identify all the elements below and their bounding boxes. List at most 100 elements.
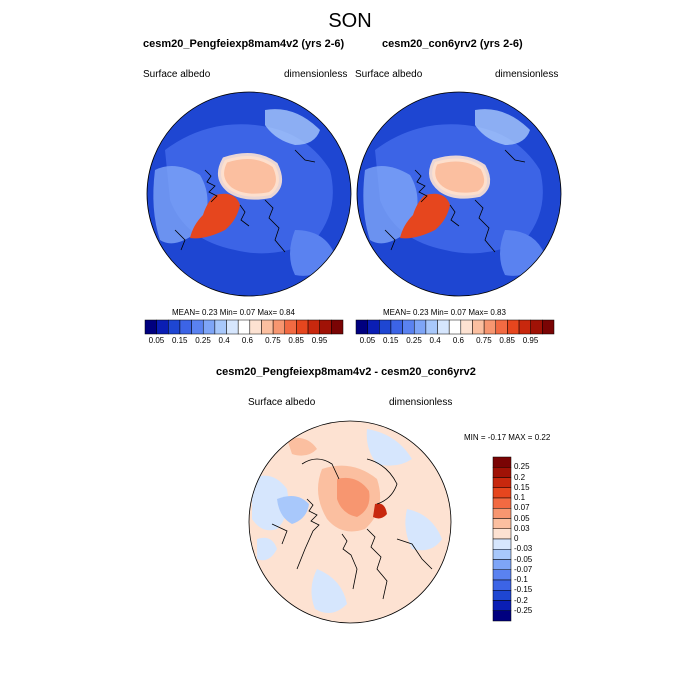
- colorbar-swatch: [492, 590, 512, 601]
- colorbar-swatch: [319, 319, 332, 335]
- colorbar-swatch: [448, 319, 462, 335]
- colorbar-tick-label: -0.2: [514, 595, 528, 605]
- panel1-left-label: Surface albedo: [143, 69, 211, 80]
- colorbar-tick-label: 0.03: [514, 523, 530, 533]
- colorbar-tick-label: 0.2: [514, 472, 526, 482]
- panel2-land-light: [363, 166, 418, 244]
- colorbar-swatch: [492, 569, 512, 581]
- colorbar-swatch: [492, 600, 512, 611]
- colorbar-swatch: [492, 508, 512, 519]
- colorbar-swatch: [492, 477, 512, 488]
- colorbar-swatch: [542, 319, 555, 335]
- colorbar-swatch: [507, 319, 520, 335]
- colorbar-tick-label: 0.75: [476, 336, 492, 345]
- colorbar-tick-label: 0.05: [514, 513, 530, 523]
- panel2-land-light-2: [475, 109, 530, 145]
- panel2-right-label: dimensionless: [495, 69, 559, 80]
- colorbar-swatch: [492, 528, 512, 540]
- colorbar-swatch: [518, 319, 531, 335]
- panel1-right-label: dimensionless: [284, 69, 348, 80]
- colorbar-tick-label: 0: [514, 534, 519, 543]
- colorbar-swatch: [402, 319, 415, 335]
- colorbar-swatch: [272, 319, 286, 335]
- colorbar-swatch: [307, 319, 320, 335]
- colorbar-tick-label: 0.6: [452, 336, 464, 345]
- colorbar-swatch: [249, 319, 262, 335]
- panel2-stats: MEAN= 0.23 Min= 0.07 Max= 0.83: [383, 308, 506, 317]
- colorbar-swatch: [492, 467, 512, 478]
- colorbar-swatch: [168, 319, 181, 335]
- colorbar-tick-label: 0.07: [514, 503, 530, 513]
- panel1-colorbar: [144, 319, 344, 335]
- panel1-stats: MEAN= 0.23 Min= 0.07 Max= 0.84: [172, 308, 295, 317]
- colorbar-swatch: [226, 319, 239, 335]
- panel2-sea-ice-edge: [429, 155, 491, 199]
- panel3-stats: MIN = -0.17 MAX = 0.22: [464, 433, 551, 442]
- colorbar-swatch: [492, 538, 512, 550]
- panel1-greenland: [190, 193, 240, 239]
- colorbar-tick-label: 0.25: [514, 462, 530, 472]
- colorbar-tick-label: 0.75: [265, 336, 281, 345]
- colorbar-swatch: [296, 319, 309, 335]
- panel3-neg-region-1: [252, 475, 289, 531]
- colorbar-swatch: [492, 559, 512, 570]
- colorbar-swatch: [472, 319, 485, 335]
- panel3-colorbar: [492, 456, 512, 622]
- panel3-pos-region-2: [337, 477, 370, 517]
- colorbar-swatch: [483, 319, 497, 335]
- colorbar-tick-label: 0.85: [288, 336, 304, 345]
- panel3-neg-region-4: [366, 429, 412, 466]
- panel1-map: [146, 91, 352, 297]
- colorbar-tick-label: 0.6: [241, 336, 253, 345]
- colorbar-tick-label: -0.1: [514, 575, 528, 584]
- colorbar-swatch: [261, 319, 274, 335]
- panel3-neg-region-6: [311, 569, 347, 613]
- colorbar-swatch: [144, 319, 157, 335]
- colorbar-tick-label: 0.1: [514, 493, 526, 502]
- colorbar-swatch: [214, 319, 227, 335]
- panel2-coastline: [384, 149, 526, 253]
- panel3-neg-region-5: [405, 509, 442, 551]
- panel3-title: cesm20_Pengfeiexp8mam4v2 - cesm20_con6yr…: [216, 366, 476, 378]
- colorbar-tick-label: 0.05: [359, 336, 376, 345]
- colorbar-tick-label: -0.05: [514, 554, 533, 564]
- panel3-left-label: Surface albedo: [248, 397, 316, 408]
- panel3-neg-region-3: [257, 537, 277, 561]
- colorbar-tick-label: 0.25: [195, 336, 211, 345]
- colorbar-swatch: [390, 319, 403, 335]
- colorbar-swatch: [495, 319, 508, 335]
- panel1-title: cesm20_Pengfeiexp8mam4v2 (yrs 2-6): [143, 38, 345, 50]
- colorbar-swatch: [202, 319, 216, 335]
- colorbar-swatch: [179, 319, 192, 335]
- panel3-coastline: [271, 458, 433, 600]
- colorbar-tick-label: 0.15: [382, 336, 399, 345]
- colorbar-tick-label: 0.4: [218, 336, 230, 345]
- colorbar-tick-label: -0.07: [514, 564, 533, 574]
- colorbar-swatch: [379, 319, 392, 335]
- colorbar-swatch: [492, 579, 512, 591]
- colorbar-tick-label: -0.25: [514, 605, 533, 615]
- panel1-colorbar-labels: 0.05 0.15 0.25 0.4 0.6 0.75 0.85 0.95: [145, 336, 343, 348]
- panel2-map: [356, 91, 562, 297]
- colorbar-swatch: [355, 319, 368, 335]
- colorbar-swatch: [492, 549, 512, 560]
- figure-title: SON: [328, 10, 372, 32]
- panel1-coastline: [174, 149, 316, 253]
- colorbar-swatch: [492, 487, 512, 499]
- colorbar-swatch: [492, 518, 512, 529]
- colorbar-tick-label: 0.15: [171, 336, 188, 345]
- panel1-land-light-2: [265, 109, 320, 145]
- panel3-pos-region-3: [373, 503, 387, 519]
- colorbar-tick-label: 0.15: [514, 482, 530, 492]
- panel2-sea-ice: [432, 158, 488, 196]
- panel3-map: [248, 420, 452, 624]
- colorbar-tick-label: 0.95: [522, 336, 539, 345]
- colorbar-tick-label: 0.95: [311, 336, 328, 345]
- colorbar-tick-label: -0.03: [514, 544, 533, 554]
- colorbar-swatch: [492, 610, 512, 622]
- panel3-right-label: dimensionless: [389, 397, 453, 408]
- colorbar-swatch: [413, 319, 427, 335]
- panel1-sea-ice: [221, 156, 279, 197]
- panel3-pos-region-4: [287, 437, 317, 456]
- colorbar-swatch: [437, 319, 450, 335]
